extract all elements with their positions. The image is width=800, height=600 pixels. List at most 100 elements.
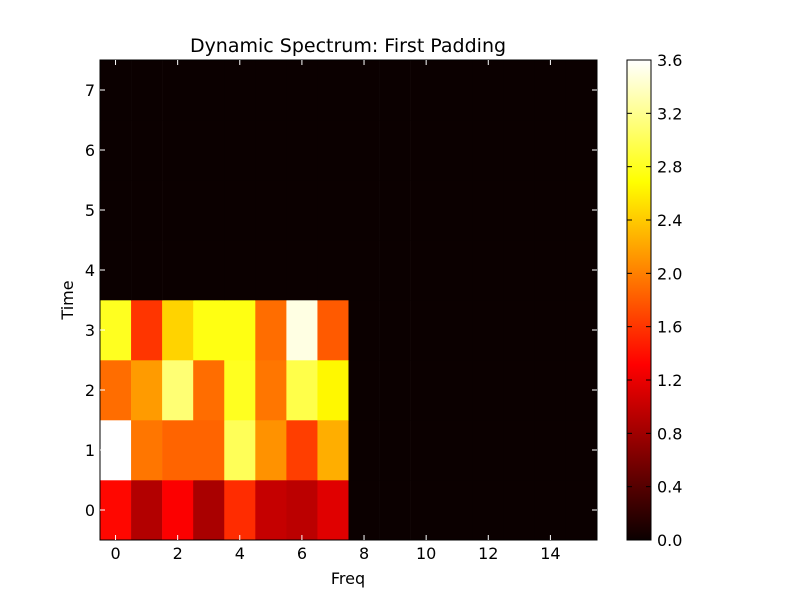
heatmap-cell <box>193 180 225 241</box>
chart-title: Dynamic Spectrum: First Padding <box>190 35 506 57</box>
heatmap-cell <box>410 180 442 241</box>
heatmap-cell <box>286 360 318 421</box>
heatmap-cell <box>534 420 567 481</box>
heatmap-cell <box>100 480 132 541</box>
heatmap-cell <box>503 480 536 541</box>
heatmap-cell <box>410 420 442 481</box>
heatmap-cell <box>317 300 349 361</box>
heatmap-cell <box>224 420 256 481</box>
colorbar-ticks: 0.0 0.4 0.8 1.2 1.6 2.0 2.4 2.8 3.2 3.6 <box>627 51 682 550</box>
heatmap-cell <box>472 480 505 541</box>
y-tick-label: 1 <box>85 441 95 460</box>
heatmap-cell <box>131 420 163 481</box>
heatmap-cell <box>193 120 225 181</box>
heatmap-cell <box>348 60 380 121</box>
heatmap-cell <box>441 300 474 361</box>
heatmap-cell <box>472 180 505 241</box>
heatmap-cell <box>379 60 411 121</box>
heatmap-cell <box>162 180 194 241</box>
heatmap-cell <box>100 120 132 181</box>
heatmap-cell <box>534 120 567 181</box>
heatmap-cell <box>100 180 132 241</box>
heatmap-cell <box>503 180 536 241</box>
y-tick-label: 3 <box>85 321 95 340</box>
heatmap-cell <box>162 240 194 301</box>
heatmap-cell <box>131 480 163 541</box>
heatmap-cell <box>534 240 567 301</box>
heatmap-cell <box>472 300 505 361</box>
heatmap-cell <box>441 240 474 301</box>
heatmap-cell <box>193 420 225 481</box>
heatmap-cell <box>317 180 349 241</box>
x-tick-label: 12 <box>478 544 498 563</box>
heatmap-cell <box>100 360 132 421</box>
y-tick-label: 0 <box>85 501 95 520</box>
heatmap-cell <box>472 120 505 181</box>
heatmap-cell <box>286 420 318 481</box>
heatmap-cell <box>441 420 474 481</box>
colorbar-tick-label: 3.2 <box>657 104 682 123</box>
heatmap-cell <box>410 240 442 301</box>
colorbar-tick-label: 2.0 <box>657 264 682 283</box>
colorbar-tick-label: 0.8 <box>657 424 682 443</box>
heatmap-cell <box>348 240 380 301</box>
heatmap-cell <box>162 360 194 421</box>
heatmap-cell <box>379 360 411 421</box>
heatmap-cell <box>379 240 411 301</box>
heatmap-cell <box>255 360 287 421</box>
heatmap-cell <box>162 300 194 361</box>
heatmap-cell <box>255 480 287 541</box>
heatmap-cell <box>503 60 536 121</box>
heatmap-cell <box>472 360 505 421</box>
heatmap-cell <box>224 480 256 541</box>
heatmap-cell <box>503 120 536 181</box>
x-tick-label: 10 <box>416 544 436 563</box>
heatmap-cell <box>534 180 567 241</box>
heatmap-cell <box>410 300 442 361</box>
x-axis: 0 2 4 6 8 10 12 14 <box>110 60 561 563</box>
x-tick-label: 2 <box>173 544 183 563</box>
heatmap-cell <box>131 60 163 121</box>
heatmap-cell <box>503 300 536 361</box>
heatmap-cell <box>441 120 474 181</box>
plot-frame <box>99 59 598 541</box>
heatmap-cell <box>162 480 194 541</box>
heatmap-cell <box>286 480 318 541</box>
heatmap-cell <box>410 360 442 421</box>
heatmap-cell <box>131 300 163 361</box>
heatmap-cell <box>472 420 505 481</box>
heatmap-cell <box>193 60 225 121</box>
x-tick-label: 4 <box>235 544 245 563</box>
heatmap-cell <box>317 480 349 541</box>
heatmap-cell <box>224 240 256 301</box>
heatmap-cell <box>100 240 132 301</box>
heatmap-cell <box>131 180 163 241</box>
heatmap-cell <box>503 420 536 481</box>
heatmap-cell <box>255 180 287 241</box>
heatmap-cell <box>348 300 380 361</box>
heatmap-cell <box>317 60 349 121</box>
heatmap-cell <box>100 60 132 121</box>
heatmap-cell <box>317 360 349 421</box>
colorbar-tick-label: 3.6 <box>657 51 682 70</box>
heatmap-cell <box>224 360 256 421</box>
heatmap-cell <box>162 120 194 181</box>
x-tick-label: 8 <box>359 544 369 563</box>
heatmap-cell <box>379 300 411 361</box>
heatmap-cell <box>224 180 256 241</box>
heatmap-cell <box>317 120 349 181</box>
y-tick-label: 6 <box>85 141 95 160</box>
colorbar-tick-label: 0.4 <box>657 478 682 497</box>
colorbar-tick-label: 0.0 <box>657 531 682 550</box>
heatmap-cell <box>224 300 256 361</box>
colorbar-tick-label: 2.4 <box>657 211 682 230</box>
heatmap-cell <box>286 300 318 361</box>
heatmap-cell <box>441 480 474 541</box>
heatmap-cell <box>348 180 380 241</box>
heatmap-cell <box>193 240 225 301</box>
heatmap-cell <box>503 240 536 301</box>
heatmap-cell <box>441 180 474 241</box>
heatmap-cell <box>162 60 194 121</box>
x-tick-label: 0 <box>110 544 120 563</box>
